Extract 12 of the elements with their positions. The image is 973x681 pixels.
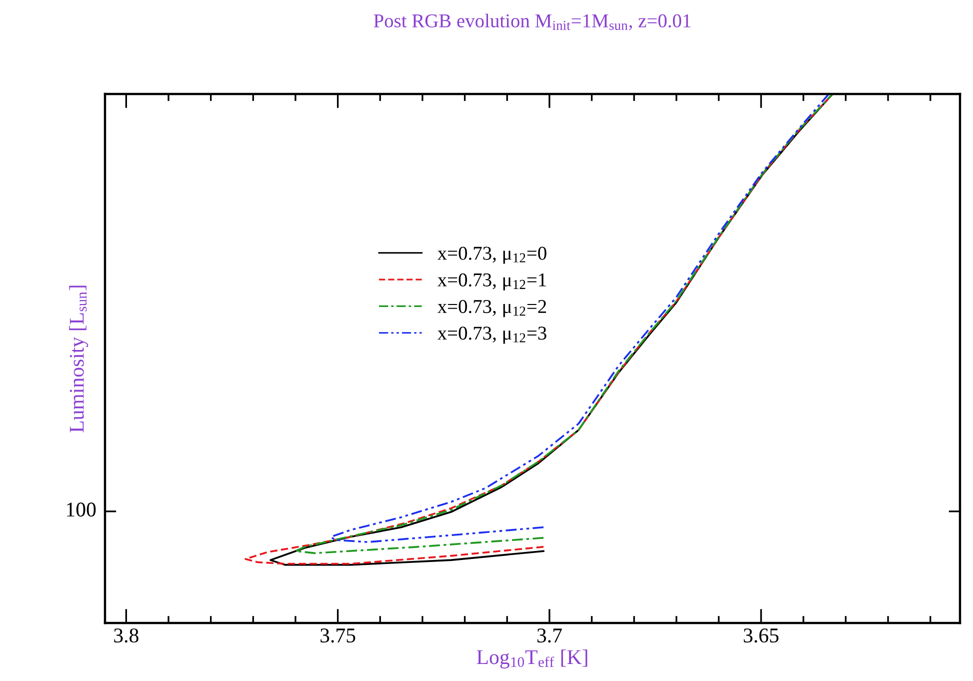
legend-label: x=0.73, μ$_{12}$=0 <box>438 246 546 264</box>
chart-title: Post RGB evolution M$_{init}$=1M$_{sun}$, z=0.01 <box>374 14 690 30</box>
x-tick-label: 3.75 <box>320 628 356 643</box>
legend-label: x=0.73, μ$_{12}$=3 <box>438 326 546 344</box>
legend-label: x=0.73, μ$_{12}$=1 <box>438 273 546 290</box>
y-axis-title: Luminosity [L$_{sun}$] <box>69 286 88 432</box>
x-axis-title: Log$_{10}$T$_{eff}$ [K] <box>476 650 588 668</box>
text: 100 <box>67 502 96 517</box>
x-tick-label: 3.7 <box>537 628 562 643</box>
x-tick-label: 3.8 <box>114 628 138 643</box>
x-tick-label: 3.65 <box>744 628 778 643</box>
legend-label: x=0.73, μ$_{12}$=2 <box>438 300 546 318</box>
